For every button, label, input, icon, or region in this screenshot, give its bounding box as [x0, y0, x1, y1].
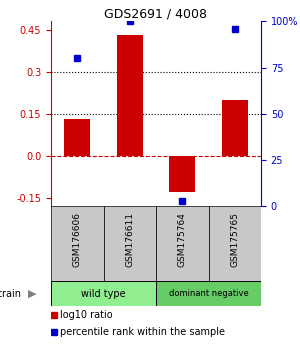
Text: GSM175765: GSM175765 [230, 212, 239, 267]
Text: percentile rank within the sample: percentile rank within the sample [61, 326, 226, 337]
Bar [169, 156, 195, 193]
Bar [51, 281, 156, 307]
Bar [208, 206, 261, 281]
Text: GSM175764: GSM175764 [178, 212, 187, 267]
Bar [117, 35, 143, 156]
Bar [156, 281, 261, 307]
Bar [103, 206, 156, 281]
Text: strain: strain [0, 289, 22, 298]
Text: ▶: ▶ [28, 289, 36, 298]
Text: wild type: wild type [81, 289, 126, 298]
Bar [156, 206, 208, 281]
Bar [222, 100, 248, 156]
Text: dominant negative: dominant negative [169, 289, 248, 298]
Title: GDS2691 / 4008: GDS2691 / 4008 [104, 7, 208, 20]
Text: GSM176606: GSM176606 [73, 212, 82, 267]
Bar [64, 119, 90, 156]
Text: log10 ratio: log10 ratio [61, 310, 113, 320]
Text: GSM176611: GSM176611 [125, 212, 134, 267]
Bar [51, 206, 104, 281]
